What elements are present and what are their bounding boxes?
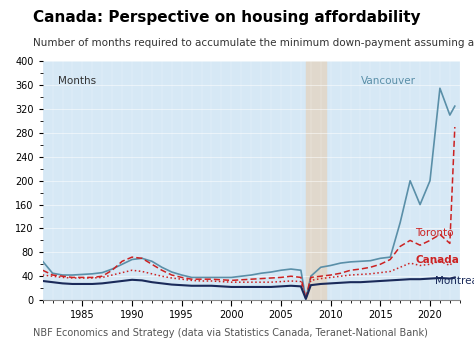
Text: Months: Months bbox=[57, 76, 96, 86]
Text: Toronto: Toronto bbox=[415, 228, 454, 238]
Text: Vancouver: Vancouver bbox=[360, 76, 416, 86]
Text: NBF Economics and Strategy (data via Statistics Canada, Teranet-National Bank): NBF Economics and Strategy (data via Sta… bbox=[33, 328, 428, 338]
Text: Montreal: Montreal bbox=[435, 276, 474, 286]
Bar bbox=[306, 61, 326, 300]
Text: Number of months required to accumulate the minimum down-payment assuming a 10% : Number of months required to accumulate … bbox=[33, 38, 474, 47]
Text: Canada: Canada bbox=[415, 255, 459, 265]
Text: Canada: Perspective on housing affordability: Canada: Perspective on housing affordabi… bbox=[33, 10, 421, 25]
